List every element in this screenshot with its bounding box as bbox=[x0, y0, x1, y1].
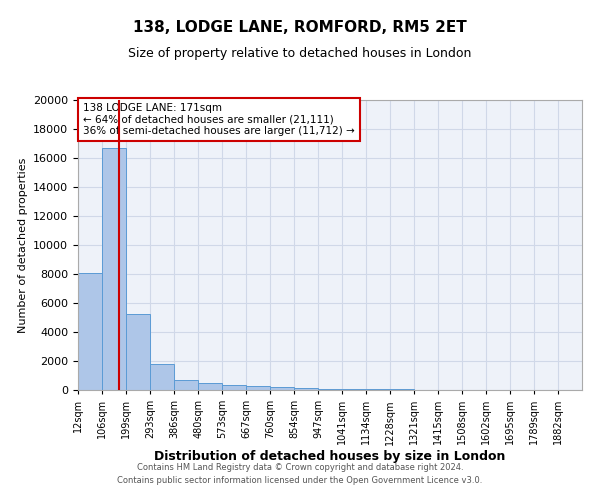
Bar bbox=[270, 388, 294, 390]
Bar bbox=[126, 314, 150, 390]
Text: Size of property relative to detached houses in London: Size of property relative to detached ho… bbox=[128, 48, 472, 60]
Bar bbox=[102, 148, 126, 390]
Text: Contains HM Land Registry data © Crown copyright and database right 2024.
Contai: Contains HM Land Registry data © Crown c… bbox=[118, 464, 482, 485]
Bar bbox=[78, 274, 102, 390]
Bar bbox=[246, 386, 270, 390]
Bar bbox=[174, 380, 198, 390]
X-axis label: Distribution of detached houses by size in London: Distribution of detached houses by size … bbox=[154, 450, 506, 463]
Bar bbox=[294, 388, 318, 390]
Text: 138 LODGE LANE: 171sqm
← 64% of detached houses are smaller (21,111)
36% of semi: 138 LODGE LANE: 171sqm ← 64% of detached… bbox=[83, 103, 355, 136]
Bar bbox=[342, 389, 366, 390]
Bar bbox=[150, 364, 174, 390]
Bar bbox=[222, 385, 246, 390]
Bar bbox=[198, 383, 222, 390]
Text: 138, LODGE LANE, ROMFORD, RM5 2ET: 138, LODGE LANE, ROMFORD, RM5 2ET bbox=[133, 20, 467, 35]
Y-axis label: Number of detached properties: Number of detached properties bbox=[17, 158, 28, 332]
Bar bbox=[366, 389, 390, 390]
Bar bbox=[318, 388, 342, 390]
